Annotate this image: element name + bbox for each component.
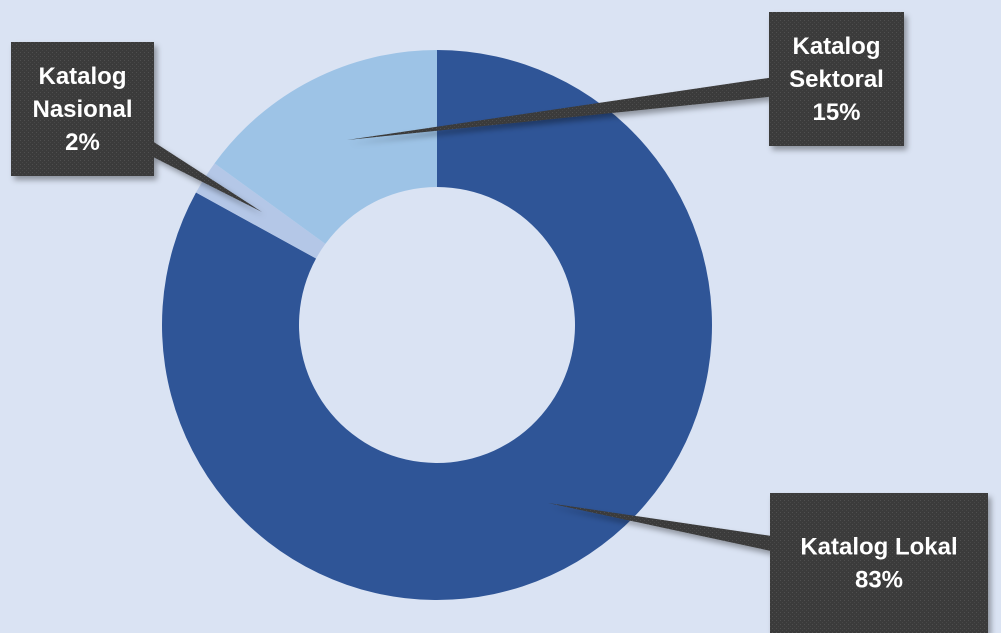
donut-slice-katalog-lokal	[161, 50, 712, 600]
data-label-value-katalog-sektoral: 15%	[812, 99, 860, 126]
data-label-text-katalog-lokal: Katalog Lokal	[800, 534, 957, 561]
callout-katalog-lokal: Katalog Lokal 83%	[548, 493, 988, 633]
data-label-text-katalog-nasional: Nasional	[32, 96, 132, 123]
callout-katalog-nasional: Katalog Nasional 2%	[11, 42, 263, 212]
data-label-value-katalog-nasional: 2%	[65, 129, 100, 156]
donut-slice-katalog-nasional	[196, 163, 326, 259]
data-label-text-katalog-sektoral: Katalog	[792, 33, 880, 60]
data-label-text-katalog-nasional: Katalog	[38, 63, 126, 90]
callout-box-katalog-lokal	[770, 493, 988, 633]
callout-katalog-sektoral: Katalog Sektoral 15%	[347, 12, 904, 146]
data-labels: Katalog Lokal83%KatalogNasional2%Katalog…	[11, 12, 988, 633]
callout-box-katalog-nasional	[11, 42, 154, 176]
leader-line-katalog-sektoral	[347, 68, 838, 140]
data-label-value-katalog-lokal: 83%	[855, 567, 903, 594]
donut-slices	[161, 50, 712, 600]
donut-slice-katalog-sektoral	[214, 50, 437, 244]
data-label-text-katalog-sektoral: Sektoral	[789, 66, 884, 93]
callout-box-katalog-sektoral	[769, 12, 904, 146]
